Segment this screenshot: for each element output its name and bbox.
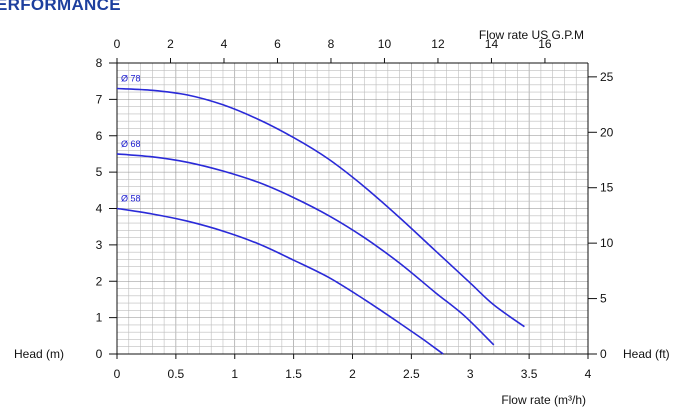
series-label-3: Ø 58	[121, 194, 141, 204]
y-tick-label: 1	[96, 311, 103, 325]
y-tick-label: 8	[96, 56, 103, 70]
series-line-1	[116, 87, 525, 328]
series-line-3	[116, 207, 444, 355]
x-top-tick-label: 4	[221, 37, 228, 51]
x-tick-label: 0.5	[168, 367, 185, 381]
page-title: ERFORMANCE	[0, 0, 121, 14]
x-tick-label: 2	[349, 367, 356, 381]
x-top-tick-label: 2	[167, 37, 174, 51]
x-tick-label: 3	[467, 367, 474, 381]
y-right-tick-label: 20	[600, 125, 614, 139]
x-tick-label: 1.5	[285, 367, 302, 381]
x-top-tick-label: 0	[114, 37, 121, 51]
y-axis-left-label: Head (m)	[14, 347, 64, 361]
x-top-tick-label: 14	[485, 37, 499, 51]
y-tick-label: 4	[96, 202, 103, 216]
x-tick-label: 1	[231, 367, 238, 381]
y-tick-label: 3	[96, 238, 103, 252]
y-tick-label: 5	[96, 165, 103, 179]
x-top-tick-label: 10	[378, 37, 392, 51]
x-tick-label: 2.5	[403, 367, 420, 381]
series-label-2: Ø 68	[121, 139, 141, 149]
x-top-tick-label: 6	[274, 37, 281, 51]
series-line-2	[116, 153, 495, 346]
x-tick-label: 3.5	[521, 367, 538, 381]
y-right-tick-label: 10	[600, 236, 614, 250]
y-right-tick-label: 5	[600, 292, 607, 306]
y-tick-label: 7	[96, 92, 103, 106]
y-tick-label: 6	[96, 129, 103, 143]
x-top-tick-label: 16	[538, 37, 552, 51]
y-right-tick-label: 15	[600, 181, 614, 195]
x-tick-label: 4	[585, 367, 592, 381]
x-axis-top-label: Flow rate US G.P.M	[479, 28, 584, 42]
y-axis-right-label: Head (ft)	[623, 347, 670, 361]
x-top-tick-label: 12	[431, 37, 445, 51]
y-right-tick-label: 0	[600, 347, 607, 361]
x-top-tick-label: 8	[328, 37, 335, 51]
y-tick-label: 0	[96, 347, 103, 361]
y-right-tick-label: 25	[600, 70, 614, 84]
series-label-1: Ø 78	[121, 73, 141, 83]
y-tick-label: 2	[96, 274, 103, 288]
x-axis-bottom-label: Flow rate (m³/h)	[501, 393, 586, 407]
x-tick-label: 0	[114, 367, 121, 381]
